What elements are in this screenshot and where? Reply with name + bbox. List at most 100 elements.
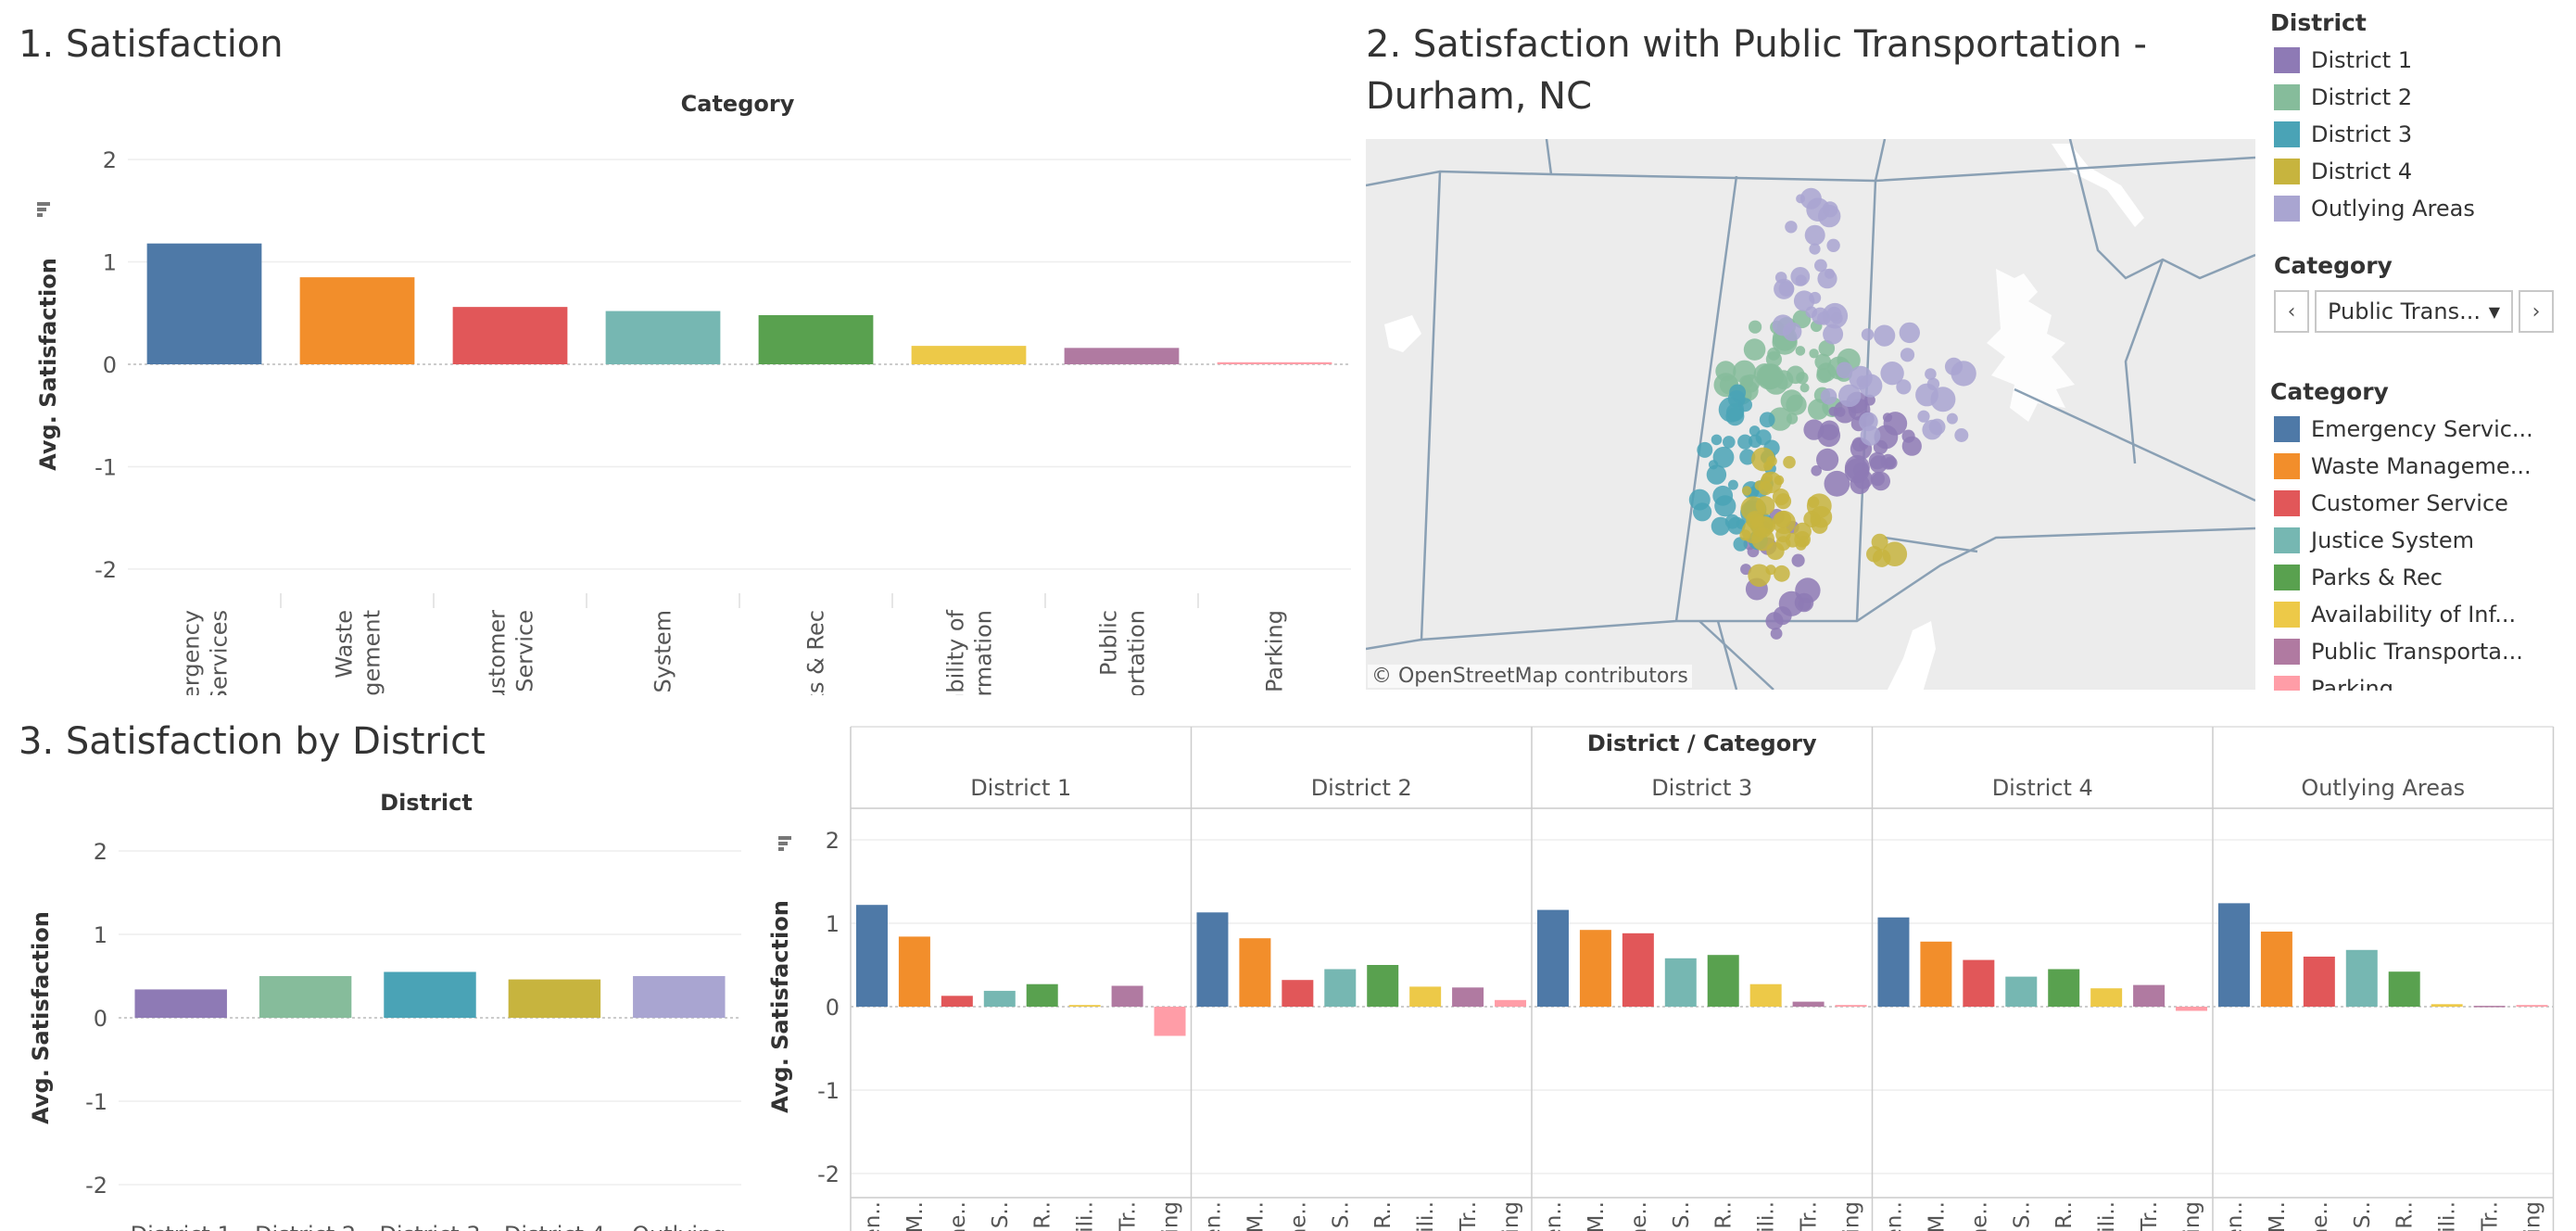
map-point — [1773, 606, 1792, 626]
sort-icon — [778, 842, 788, 845]
category-legend-item[interactable]: Customer Service — [2274, 489, 2508, 517]
x-tick-label: Parking — [2180, 1201, 2204, 1231]
map-point — [1880, 362, 1904, 386]
x-tick-label: Waste M.. — [1585, 1201, 1609, 1231]
map-point — [1766, 455, 1777, 467]
map-point — [1774, 493, 1792, 510]
bar — [2133, 984, 2166, 1007]
district-legend-item[interactable]: District 2 — [2274, 83, 2412, 111]
district-legend-item[interactable]: District 1 — [2274, 46, 2412, 74]
bar — [1409, 986, 1442, 1007]
y-tick-label: 0 — [826, 995, 840, 1021]
district-legend-item[interactable]: Outlying Areas — [2274, 195, 2475, 222]
category-legend-item[interactable]: Justice System — [2274, 527, 2474, 554]
filter-prev-button[interactable]: ‹ — [2274, 290, 2309, 333]
map-point — [1804, 224, 1825, 246]
x-tick-label: WasteManagement — [332, 610, 385, 695]
map-point — [1835, 407, 1846, 417]
legend-label: District 3 — [2311, 121, 2413, 147]
map-point — [1774, 475, 1785, 486]
bar — [1217, 362, 1332, 364]
category-legend-item[interactable]: Waste Manageme... — [2274, 452, 2532, 480]
map-point — [1748, 564, 1771, 588]
caret-down-icon: ▼ — [2488, 302, 2500, 321]
map-point — [1811, 465, 1822, 476]
map-point — [1729, 384, 1747, 401]
bar — [1877, 917, 1910, 1007]
category-legend-item[interactable]: Parking — [2274, 675, 2393, 691]
bar — [2473, 1006, 2506, 1008]
bar — [2516, 1005, 2548, 1007]
legend-label: Parking — [2311, 676, 2393, 691]
x-tick-label: Public Tr.. — [2479, 1201, 2503, 1231]
category-legend-item[interactable]: Emergency Servic... — [2274, 415, 2533, 443]
category-select[interactable]: Public Trans... ▼ — [2315, 290, 2513, 333]
map-point — [1830, 312, 1843, 324]
legend-panel: District District 1 District 2 District 3 D… — [2261, 0, 2576, 691]
x-tick-label: Parking — [1262, 610, 1288, 692]
x-tick-label: Emergen.. — [2223, 1201, 2247, 1231]
district-legend-item[interactable]: District 3 — [2274, 121, 2412, 148]
legend-label: Customer Service — [2311, 490, 2508, 516]
map-point — [1773, 565, 1790, 582]
map-point — [1874, 324, 1896, 347]
map-point — [1772, 314, 1794, 336]
category-filter[interactable]: ‹ Public Trans... ▼ › — [2274, 290, 2554, 333]
category-legend-title: Category — [2270, 378, 2389, 405]
y-tick-label: 1 — [103, 250, 117, 276]
y-tick-label: -1 — [95, 454, 117, 480]
x-tick-label: Parks & Rec — [803, 610, 829, 695]
bar — [1111, 985, 1143, 1007]
district-legend-item[interactable]: District 4 — [2274, 158, 2412, 185]
durham-map[interactable]: © OpenStreetMap contributors — [1366, 139, 2255, 690]
map-point — [1749, 434, 1762, 449]
legend-label: Public Transporta... — [2311, 639, 2523, 665]
bar — [452, 307, 568, 364]
bar — [1536, 909, 1569, 1007]
map-point — [1774, 511, 1792, 528]
legend-label: Waste Manageme... — [2311, 453, 2532, 479]
map-point — [1861, 328, 1875, 341]
x-tick-label: Waste M.. — [1244, 1201, 1268, 1231]
x-tick-label: Parks & R.. — [2393, 1201, 2418, 1231]
legend-swatch — [2274, 159, 2300, 184]
map-point — [1954, 428, 1969, 442]
legend-swatch — [2274, 602, 2300, 628]
bar — [1749, 984, 1782, 1007]
panel-header: District 3 — [1651, 775, 1752, 801]
bar — [259, 976, 352, 1018]
bar — [2217, 903, 2250, 1007]
bar — [1324, 969, 1357, 1007]
x-tick-label: EmergencyServices — [179, 610, 233, 695]
category-legend-item[interactable]: Parks & Rec — [2274, 564, 2443, 591]
y-tick-label: 2 — [103, 147, 117, 173]
map-point — [1774, 278, 1795, 299]
bar — [1282, 980, 1314, 1007]
category-legend-item[interactable]: Availability of Inf... — [2274, 601, 2516, 628]
y-tick-label: -2 — [95, 557, 117, 583]
chart-header: District / Category — [1587, 730, 1817, 756]
filter-next-button[interactable]: › — [2519, 290, 2554, 333]
legend-swatch — [2274, 527, 2300, 553]
legend-swatch — [2274, 47, 2300, 73]
x-tick-label: Custome.. — [2308, 1201, 2332, 1231]
legend-label: District 4 — [2311, 159, 2413, 184]
sort-icon — [778, 836, 791, 840]
map-point — [1796, 194, 1806, 204]
map-point — [1697, 441, 1713, 458]
x-tick-label: Justice S.. — [1329, 1201, 1353, 1231]
x-tick-label: Parking — [2521, 1201, 2545, 1231]
category-legend-item[interactable]: Public Transporta... — [2274, 638, 2523, 666]
bar — [2176, 1007, 2208, 1011]
map-point — [1818, 339, 1836, 357]
legend-swatch — [2274, 84, 2300, 110]
map-point — [1737, 434, 1753, 450]
map-title: 2. Satisfaction with Public Transportati… — [1366, 19, 2147, 122]
bar — [1239, 938, 1271, 1007]
sort-icon — [37, 208, 46, 211]
panel-header: District 1 — [970, 775, 1071, 801]
satisfaction-by-district-chart: District 2 1 0 -1 -2 Avg. Satisfaction District… — [28, 790, 741, 1231]
map-point — [1714, 495, 1736, 517]
bar — [1196, 912, 1229, 1007]
x-tick-label: Justice S.. — [1670, 1201, 1694, 1231]
